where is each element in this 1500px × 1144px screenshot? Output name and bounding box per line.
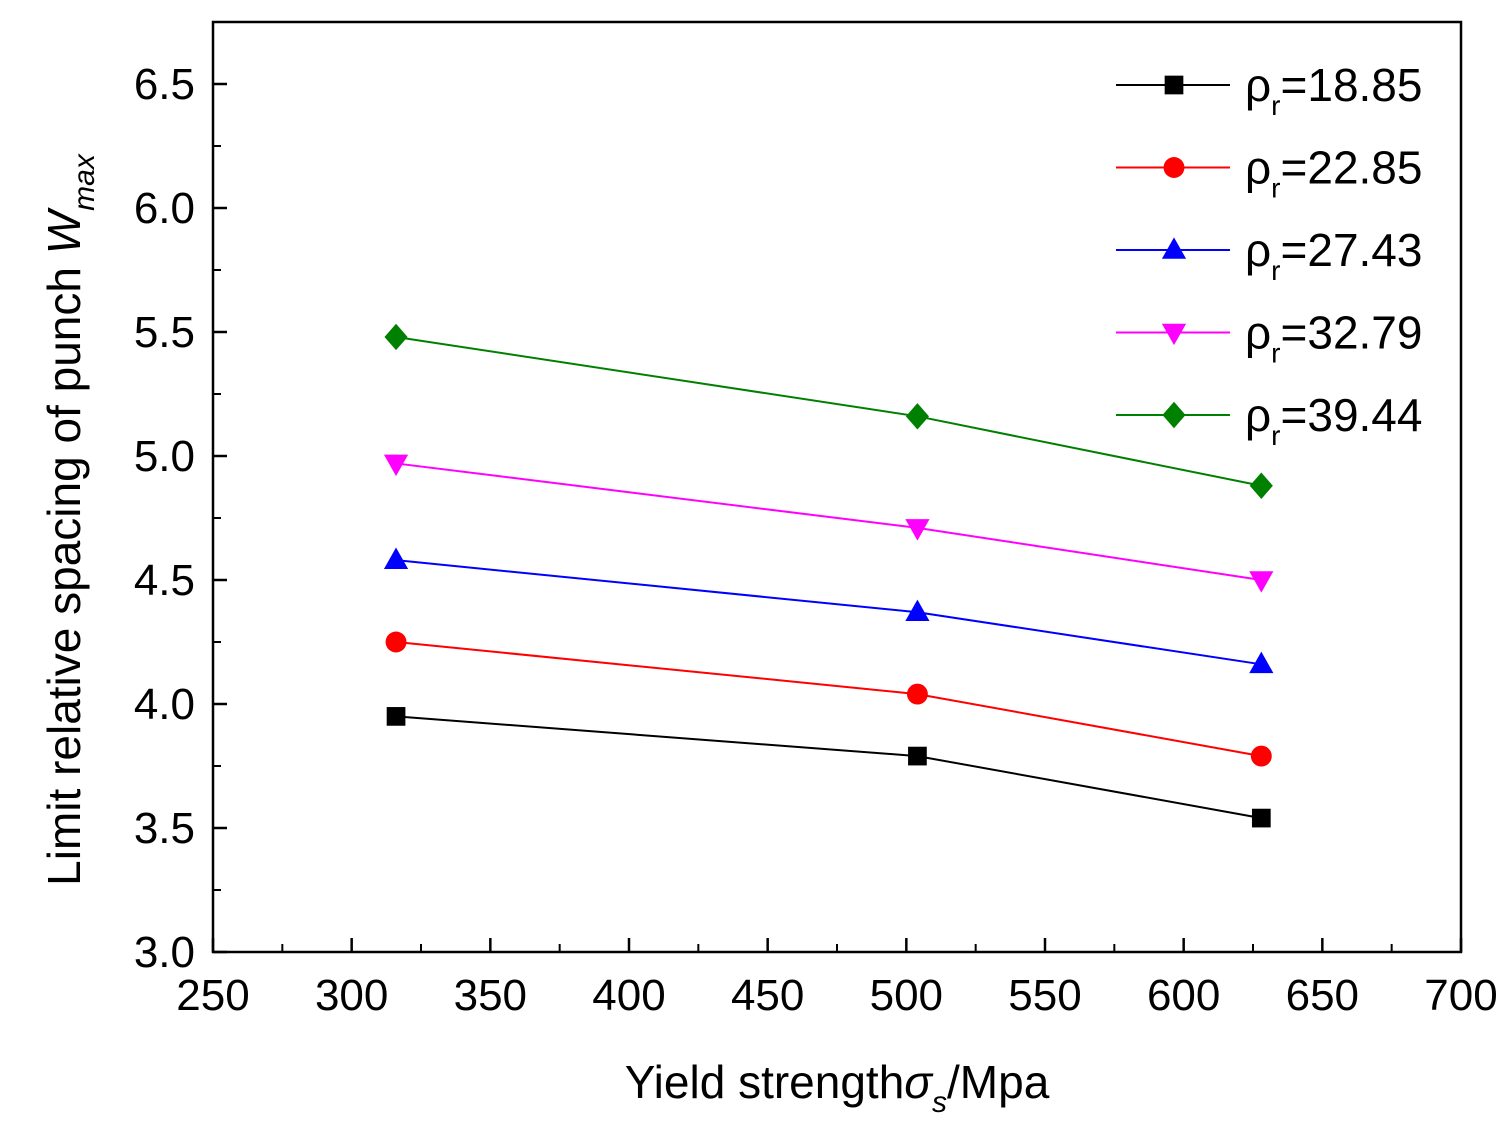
- legend-marker: [1163, 157, 1185, 178]
- y-tick-label: 6.0: [134, 184, 195, 233]
- legend-label: ρr=32.79: [1245, 307, 1422, 369]
- data-point: [906, 683, 928, 705]
- series-line: [395, 462, 1262, 581]
- legend-label: ρr=22.85: [1245, 142, 1422, 204]
- data-point: [386, 707, 406, 726]
- series-3: [383, 547, 1274, 674]
- x-tick-label: 600: [1147, 971, 1220, 1020]
- axis-ticks: [211, 82, 1463, 954]
- x-axis-title: Yield strengthσs/Mpa: [625, 1056, 1050, 1119]
- legend-marker: [1161, 323, 1187, 346]
- data-point: [383, 547, 409, 569]
- data-point: [384, 323, 408, 351]
- data-point: [383, 454, 409, 477]
- legend-label: ρr=18.85: [1245, 59, 1422, 121]
- legend-label: ρr=39.44: [1245, 389, 1422, 451]
- data-point: [1251, 808, 1271, 828]
- x-tick-label: 550: [1008, 971, 1081, 1020]
- y-axis-title: Limit relative spacing of punch Wmax: [38, 153, 101, 886]
- legend-item: ρr=18.85: [1116, 59, 1422, 121]
- data-point: [908, 746, 927, 766]
- y-tick-label: 4.5: [134, 556, 195, 605]
- legend-marker: [1164, 75, 1184, 95]
- series-4: [383, 454, 1274, 593]
- data-point: [905, 599, 930, 622]
- legend-item: ρr=27.43: [1116, 224, 1422, 286]
- y-tick-label: 3.5: [134, 804, 195, 853]
- data-point: [905, 519, 930, 541]
- legend-item: ρr=39.44: [1116, 389, 1422, 451]
- legend-item: ρr=22.85: [1116, 142, 1422, 204]
- x-tick-label: 300: [315, 971, 388, 1020]
- series-line: [395, 641, 1262, 758]
- legend-label: ρr=27.43: [1245, 224, 1422, 286]
- data-point: [385, 631, 407, 653]
- legend-marker: [1161, 237, 1187, 259]
- x-tick-label: 250: [176, 971, 249, 1020]
- series-line: [395, 335, 1262, 487]
- x-tick-label: 350: [454, 971, 527, 1020]
- y-tick-label: 5.5: [134, 308, 195, 357]
- y-tick-label: 4.0: [134, 680, 195, 729]
- legend-marker: [1162, 401, 1186, 429]
- series-layer: [383, 323, 1274, 828]
- y-tick-label: 6.5: [134, 60, 195, 109]
- series-line: [395, 559, 1262, 666]
- data-point: [1249, 472, 1273, 499]
- y-tick-label: 3.0: [134, 928, 195, 977]
- y-tick-labels: 3.0 3.5 4.0 4.5 5.0 5.5 6.0 6.5: [134, 60, 195, 977]
- data-point: [1250, 745, 1272, 767]
- y-tick-label: 5.0: [134, 432, 195, 481]
- series-2: [385, 631, 1272, 767]
- series-1: [386, 707, 1271, 828]
- x-tick-label: 650: [1286, 971, 1359, 1020]
- x-tick-label: 400: [592, 971, 665, 1020]
- x-tick-label: 500: [870, 971, 943, 1020]
- legend: ρr=18.85 ρr=22.85 ρr=27.43 ρr=32.79 ρr=39.44: [1116, 59, 1422, 451]
- x-tick-labels: 250 300 350 400 450 500 550 600 650 700: [176, 971, 1497, 1020]
- data-point: [1249, 571, 1274, 593]
- series-line: [395, 715, 1262, 820]
- x-tick-label: 450: [731, 971, 804, 1020]
- x-tick-label: 700: [1424, 971, 1497, 1020]
- data-point: [905, 403, 929, 430]
- plot-frame: [211, 20, 1463, 954]
- data-point: [1249, 651, 1274, 674]
- legend-item: ρr=32.79: [1116, 307, 1422, 369]
- series-5: [384, 323, 1273, 499]
